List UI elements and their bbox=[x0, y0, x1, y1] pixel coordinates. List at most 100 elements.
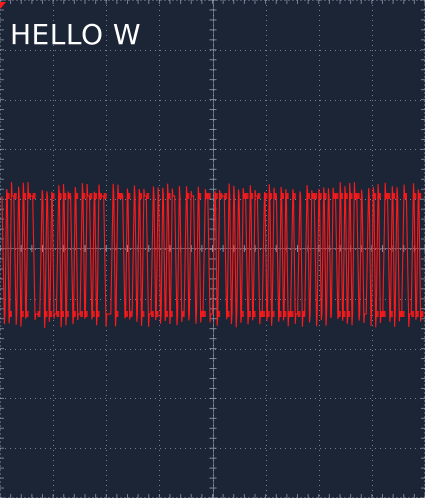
trace-persistence-segment bbox=[200, 311, 204, 317]
trace-persistence-segment bbox=[28, 193, 31, 199]
trace-persistence-segment bbox=[181, 311, 185, 317]
trace-persistence-segment bbox=[240, 311, 244, 317]
trace-persistence-segment bbox=[337, 311, 341, 317]
trace-persistence-segment bbox=[266, 311, 270, 317]
trace-persistence-segment bbox=[25, 311, 29, 317]
trace-persistence-segment bbox=[13, 193, 17, 199]
trace-persistence-segment bbox=[127, 193, 131, 199]
trace-persistence-segment bbox=[288, 311, 292, 317]
trace-persistence-segment bbox=[146, 193, 150, 199]
trace-persistence-segment bbox=[75, 193, 79, 199]
trace-persistence-segment bbox=[311, 193, 315, 199]
trace-persistence-segment bbox=[32, 193, 36, 199]
trace-persistence-segment bbox=[203, 311, 206, 317]
trace-persistence-segment bbox=[399, 311, 403, 317]
trace-persistence-segment bbox=[385, 193, 389, 199]
trace-persistence-segment bbox=[115, 311, 119, 317]
trace-persistence-segment bbox=[262, 311, 266, 317]
trace-persistence-segment bbox=[73, 311, 76, 317]
trace-persistence-segment bbox=[9, 311, 12, 317]
trace-persistence-segment bbox=[205, 193, 209, 199]
trace-persistence-segment bbox=[84, 311, 88, 317]
trace-persistence-segment bbox=[63, 193, 67, 199]
trace-persistence-segment bbox=[274, 193, 277, 199]
trace-persistence-segment bbox=[271, 311, 275, 317]
trace-persistence-segment bbox=[389, 311, 393, 317]
trace-persistence-segment bbox=[65, 311, 69, 317]
trace-persistence-segment bbox=[307, 193, 310, 199]
trace-persistence-segment bbox=[165, 311, 169, 317]
trace-persistence-segment bbox=[20, 311, 24, 317]
signal-trace bbox=[1, 181, 424, 328]
trace-persistence-segment bbox=[373, 193, 377, 199]
trace-persistence-segment bbox=[323, 193, 327, 199]
trace-persistence-segment bbox=[243, 193, 247, 199]
trace-persistence-segment bbox=[167, 193, 171, 199]
trace-persistence-segment bbox=[382, 311, 386, 317]
trace-persistence-segment bbox=[169, 311, 173, 317]
trace-persistence-segment bbox=[37, 311, 41, 317]
trace-persistence-segment bbox=[283, 311, 287, 317]
trace-persistence-segment bbox=[51, 193, 55, 199]
trace-persistence-segment bbox=[226, 311, 230, 317]
trace-persistence-segment bbox=[68, 193, 72, 199]
trace-persistence-segment bbox=[248, 311, 251, 317]
trace-persistence-segment bbox=[342, 311, 346, 317]
trace-persistence-segment bbox=[259, 311, 263, 317]
trace-persistence-segment bbox=[214, 193, 218, 199]
trace-persistence-segment bbox=[198, 193, 202, 199]
trace-persistence-segment bbox=[82, 193, 86, 199]
trace-persistence-segment bbox=[404, 193, 407, 199]
trace-persistence-segment bbox=[333, 193, 336, 199]
trace-persistence-segment bbox=[125, 311, 128, 317]
trace-persistence-segment bbox=[58, 193, 62, 199]
trace-persistence-segment bbox=[387, 193, 391, 199]
trace-persistence-segment bbox=[23, 193, 27, 199]
trace-persistence-segment bbox=[120, 193, 124, 199]
trace-persistence-segment bbox=[380, 311, 384, 317]
trace-persistence-segment bbox=[269, 193, 273, 199]
trace-persistence-segment bbox=[207, 193, 211, 199]
trace-persistence-segment bbox=[356, 193, 360, 199]
trigger-marker-icon bbox=[0, 2, 6, 9]
trace-persistence-segment bbox=[6, 193, 10, 199]
trace-persistence-segment bbox=[61, 311, 64, 317]
trace-persistence-segment bbox=[413, 193, 417, 199]
trace-persistence-segment bbox=[401, 311, 405, 317]
trace-persistence-segment bbox=[285, 193, 289, 199]
trace-persistence-segment bbox=[250, 193, 254, 199]
trace-persistence-segment bbox=[96, 311, 100, 317]
trace-persistence-segment bbox=[344, 193, 348, 199]
trace-persistence-segment bbox=[155, 311, 159, 317]
trace-persistence-segment bbox=[314, 193, 318, 199]
trace-persistence-segment bbox=[80, 311, 83, 317]
trace-persistence-segment bbox=[264, 193, 268, 199]
trace-persistence-segment bbox=[347, 311, 351, 317]
trace-persistence-segment bbox=[420, 311, 424, 317]
trace-persistence-segment bbox=[340, 193, 344, 199]
signal-trace-path bbox=[1, 181, 423, 328]
trace-persistence-segment bbox=[415, 311, 419, 317]
trace-persistence-segment bbox=[392, 193, 396, 199]
trace-persistence-segment bbox=[411, 311, 415, 317]
trace-persistence-segment bbox=[94, 193, 98, 199]
trace-persistence-segment bbox=[186, 193, 190, 199]
trace-persistence-segment bbox=[91, 311, 95, 317]
trace-persistence-segment bbox=[219, 193, 223, 199]
trace-persistence-segment bbox=[302, 311, 306, 317]
trace-persistence-segment bbox=[375, 311, 379, 317]
trace-persistence-segment bbox=[290, 311, 294, 317]
trace-persistence-segment bbox=[245, 193, 249, 199]
trace-persistence-segment bbox=[217, 311, 221, 317]
trace-persistence-segment bbox=[117, 193, 121, 199]
trace-persistence-segment bbox=[335, 193, 339, 199]
trace-persistence-segment bbox=[318, 193, 322, 199]
trace-persistence-segment bbox=[278, 311, 282, 317]
trace-persistence-segment bbox=[354, 193, 358, 199]
decoded-text-label: HELLO W bbox=[10, 18, 142, 51]
trace-persistence-segment bbox=[281, 193, 284, 199]
trace-persistence-segment bbox=[257, 193, 261, 199]
